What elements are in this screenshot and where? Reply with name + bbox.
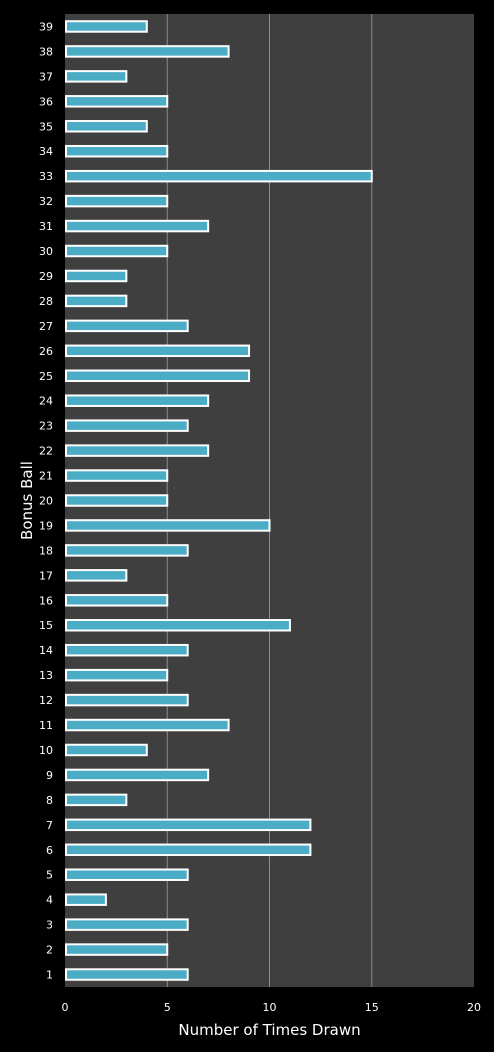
bar (65, 768, 210, 782)
x-tick-label: 20 (467, 1001, 481, 1014)
y-tick-label: 3 (46, 919, 53, 932)
y-tick-label: 15 (39, 619, 53, 632)
y-tick-labels: 1234567891011121314151617181920212223242… (39, 20, 53, 981)
y-tick-label: 37 (39, 70, 53, 83)
y-tick-label: 12 (39, 694, 53, 707)
bar (65, 893, 107, 906)
bar (65, 668, 169, 682)
x-tick-label: 10 (263, 1001, 277, 1014)
y-tick-label: 7 (46, 819, 53, 832)
y-tick-label: 6 (46, 844, 53, 857)
y-tick-label: 38 (39, 45, 53, 58)
bar (65, 843, 312, 857)
bar (65, 20, 148, 33)
bar (65, 169, 373, 183)
y-tick-label: 20 (39, 495, 53, 508)
y-tick-label: 13 (39, 669, 53, 682)
bar (65, 469, 169, 482)
bar (65, 718, 230, 732)
y-tick-label: 22 (39, 445, 53, 458)
bar (65, 544, 189, 557)
y-tick-label: 23 (39, 420, 53, 433)
bar (65, 144, 169, 158)
x-tick-labels: 0 5 10 15 20 (62, 1001, 482, 1014)
y-tick-label: 18 (39, 544, 53, 557)
x-tick-label: 0 (62, 1001, 69, 1014)
y-tick-label: 14 (39, 644, 53, 657)
y-tick-label: 5 (46, 869, 53, 882)
y-tick-label: 31 (39, 220, 53, 233)
bar (65, 344, 251, 358)
y-tick-label: 33 (39, 170, 53, 183)
x-tick-label: 5 (164, 1001, 171, 1014)
bar (65, 219, 210, 233)
bar (65, 918, 189, 931)
bar (65, 244, 169, 258)
bar (65, 793, 128, 807)
bar (65, 419, 189, 432)
y-tick-label: 27 (39, 320, 53, 333)
y-tick-label: 11 (39, 719, 53, 732)
y-tick-label: 29 (39, 270, 53, 283)
y-tick-label: 16 (39, 594, 53, 607)
bar (65, 45, 230, 58)
bar (65, 743, 148, 757)
bar (65, 319, 189, 333)
bar (65, 95, 169, 108)
bar (65, 70, 128, 83)
y-tick-label: 8 (46, 794, 53, 807)
bars (65, 20, 373, 981)
y-tick-label: 24 (39, 395, 53, 408)
y-tick-label: 21 (39, 470, 53, 483)
bar (65, 619, 291, 632)
bar (65, 693, 189, 707)
y-tick-label: 2 (46, 944, 53, 957)
bar (65, 569, 128, 582)
y-tick-label: 39 (39, 20, 53, 33)
y-tick-label: 1 (46, 969, 53, 982)
y-tick-label: 25 (39, 370, 53, 383)
y-tick-label: 26 (39, 345, 53, 358)
bar (65, 943, 169, 956)
bar (65, 369, 251, 382)
bar (65, 394, 210, 407)
bar (65, 444, 210, 457)
y-tick-label: 9 (46, 769, 53, 782)
x-axis-title: Number of Times Drawn (178, 1021, 360, 1039)
y-tick-label: 34 (39, 145, 53, 158)
y-tick-label: 10 (39, 744, 53, 757)
bar (65, 269, 128, 283)
bar (65, 968, 189, 981)
y-tick-label: 4 (46, 894, 53, 907)
bar (65, 594, 169, 607)
bar (65, 519, 271, 532)
bar (65, 818, 312, 832)
bar (65, 868, 189, 881)
y-tick-label: 28 (39, 295, 53, 308)
bar (65, 494, 169, 507)
y-axis-title: Bonus Ball (18, 461, 36, 540)
y-tick-label: 36 (39, 95, 53, 108)
x-tick-label: 15 (365, 1001, 379, 1014)
y-tick-label: 17 (39, 569, 53, 582)
y-tick-label: 30 (39, 245, 53, 258)
bar (65, 120, 148, 133)
y-tick-label: 35 (39, 120, 53, 133)
bar (65, 294, 128, 308)
bar (65, 643, 189, 657)
y-tick-label: 32 (39, 195, 53, 208)
bar (65, 194, 169, 208)
y-tick-label: 19 (39, 519, 53, 532)
